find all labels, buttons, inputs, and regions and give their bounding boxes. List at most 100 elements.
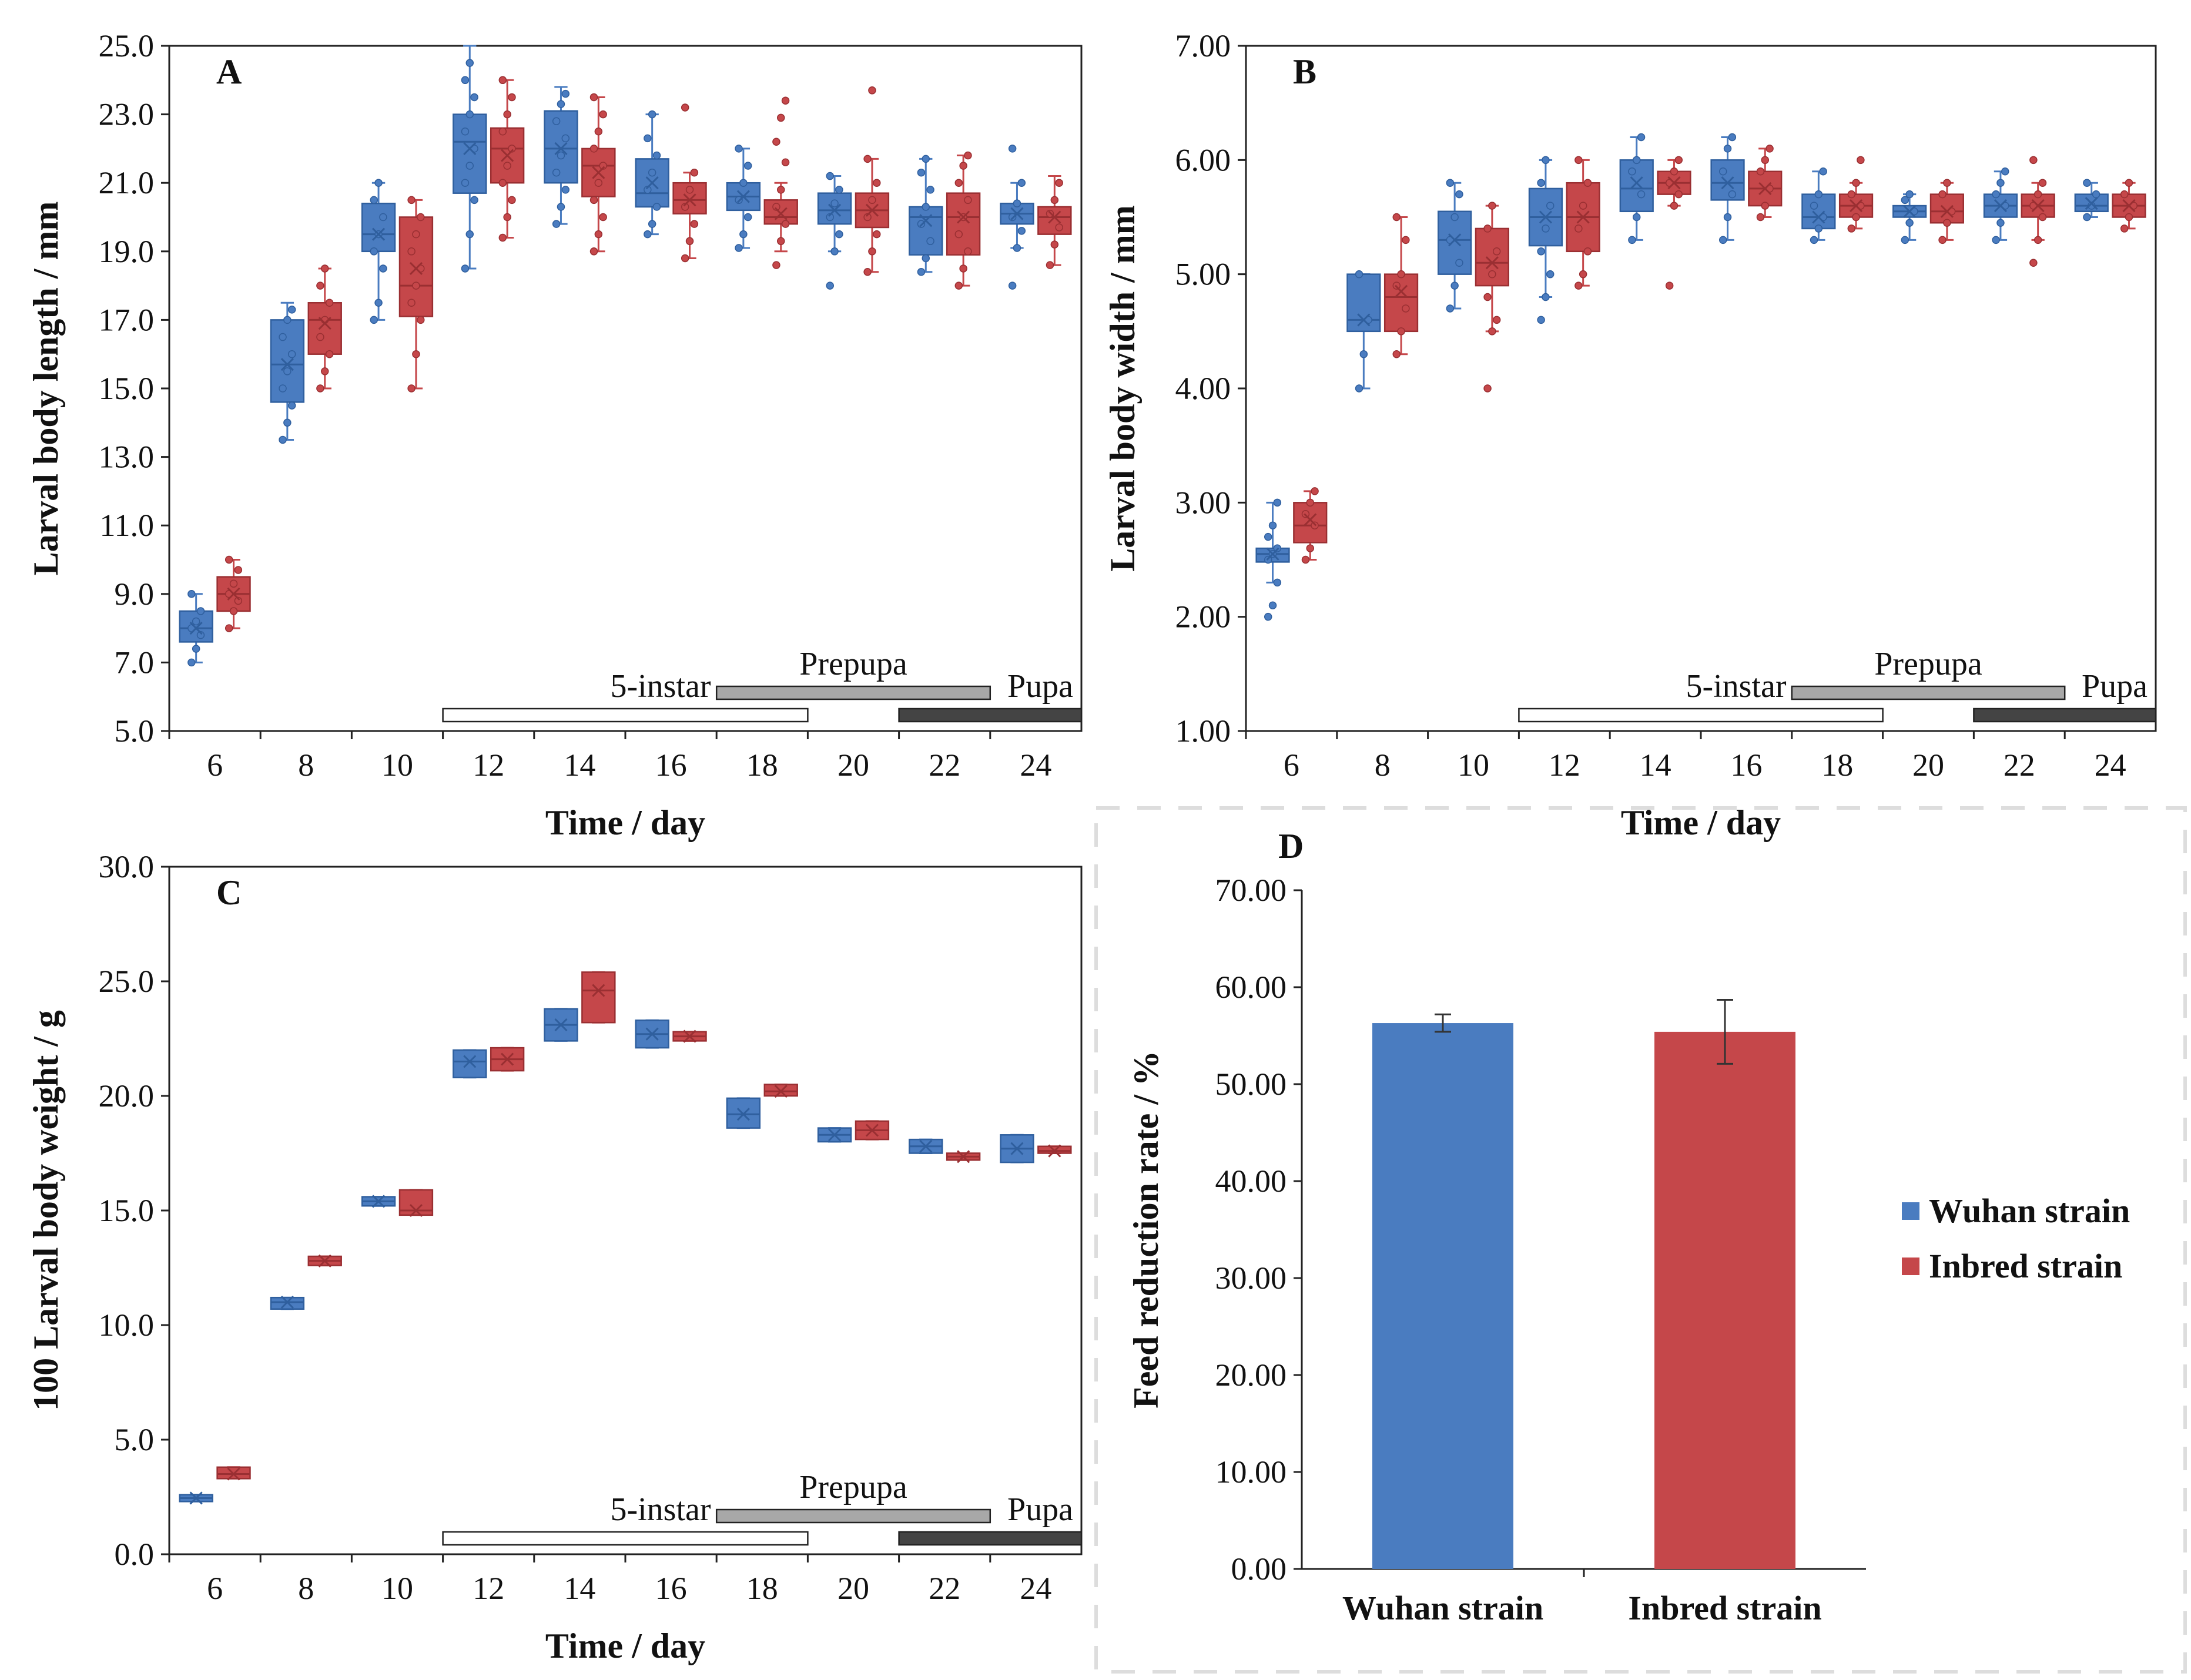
data-point (2001, 167, 2009, 176)
legend-swatch (1902, 1202, 1919, 1220)
data-point (1574, 281, 1583, 290)
box-wuhan-10 (361, 1195, 396, 1208)
data-point (229, 607, 238, 615)
data-point (644, 134, 652, 143)
y-tick-label: 13.0 (99, 440, 155, 475)
mean-marker-stroke-2 (1266, 547, 1279, 561)
data-point (681, 203, 689, 211)
box (635, 158, 669, 208)
mean-marker (1010, 1142, 1024, 1155)
data-point (283, 316, 292, 324)
data-point (2083, 179, 2091, 187)
mean-marker (227, 1467, 240, 1481)
mean-marker-stroke-2 (554, 142, 568, 155)
data-point (1718, 236, 1727, 244)
data-point (1402, 236, 1410, 244)
data-point (379, 264, 387, 273)
box-wuhan-24 (1000, 145, 1034, 290)
panel-letter: B (1293, 52, 1316, 91)
data-point (1632, 156, 1641, 165)
mean-marker-stroke-2 (1721, 176, 1734, 190)
data-point (1583, 179, 1592, 187)
data-point (1857, 156, 1865, 165)
box-wuhan-6 (1255, 498, 1290, 621)
mean-marker-stroke-2 (645, 176, 659, 190)
data-point (1996, 179, 2005, 187)
y-tick-label: 40.00 (1215, 1163, 1287, 1199)
data-point (279, 333, 287, 341)
stage-bar-pupa (898, 1531, 1083, 1546)
mean-marker (592, 166, 605, 179)
data-point (498, 179, 507, 187)
mean-marker-stroke-2 (919, 214, 933, 227)
x-tick-label: 6 (1284, 747, 1299, 783)
y-tick-label: 3.00 (1175, 485, 1231, 520)
data-point (739, 179, 748, 187)
y-tick-label: 30.00 (1215, 1260, 1287, 1296)
mean-marker-stroke-2 (828, 1128, 842, 1142)
data-point (648, 220, 656, 228)
panel-b-width-chart: 1.00 2.00 3.00 4.00 5.00 6.00 7.00 6 8 10 12 14 16 18… (1103, 28, 2157, 842)
y-tick-label: 21.0 (99, 165, 155, 200)
data-point (1901, 236, 1909, 244)
mean-marker (1539, 210, 1552, 224)
data-point (1008, 281, 1017, 290)
data-point (192, 617, 200, 626)
box (1801, 193, 1836, 230)
data-point (735, 145, 743, 153)
box-wuhan-8 (270, 1295, 305, 1310)
data-point (1268, 601, 1277, 609)
data-point (599, 213, 607, 222)
mean-marker (372, 227, 386, 241)
data-point (279, 435, 287, 444)
data-point (1637, 133, 1646, 142)
data-point (2029, 259, 2038, 267)
mean-marker (828, 1128, 842, 1142)
mean-marker-stroke-2 (554, 1018, 568, 1032)
mean-marker-stroke-2 (592, 166, 605, 179)
mean-marker-stroke-2 (774, 207, 788, 220)
y-tick-label: 20.0 (99, 1078, 155, 1114)
data-point (1264, 612, 1272, 621)
box-inbred-14 (1657, 156, 1691, 290)
data-point (959, 162, 967, 170)
data-point (826, 213, 834, 222)
box-wuhan-14 (544, 1008, 578, 1042)
x-tick-label: 20 (1912, 747, 1944, 783)
data-point (1488, 327, 1496, 336)
data-point (283, 367, 292, 375)
data-point (1483, 224, 1492, 233)
box-inbred-8 (1383, 213, 1419, 358)
data-point (2083, 213, 2091, 222)
data-point (465, 230, 474, 239)
data-point (1674, 156, 1683, 165)
y-tick-label: 30.0 (99, 849, 155, 884)
box-inbred-6 (1293, 487, 1328, 564)
data-point (498, 76, 507, 85)
data-point (503, 110, 511, 119)
box (817, 192, 852, 225)
data-point (1488, 202, 1496, 210)
data-point (835, 186, 843, 194)
panel-d-frame (1094, 806, 2187, 1674)
data-point (498, 128, 507, 136)
x-tick-label: 14 (564, 747, 595, 783)
data-point (187, 658, 196, 667)
box-inbred-6 (216, 555, 251, 632)
data-point (863, 155, 872, 163)
mean-marker (409, 1203, 423, 1218)
data-point (1723, 213, 1732, 222)
mean-marker (865, 1124, 879, 1137)
data-point (1483, 384, 1492, 393)
data-point (2120, 190, 2129, 199)
bar-wuhan (1372, 1023, 1513, 1569)
mean-marker-stroke-2 (1576, 210, 1590, 224)
data-point (287, 350, 296, 358)
data-point (1017, 179, 1026, 187)
mean-marker (736, 1108, 750, 1121)
box (1037, 206, 1072, 235)
box-wuhan-16 (635, 1019, 669, 1049)
y-tick-label: 5.0 (115, 713, 155, 749)
data-point (863, 268, 872, 276)
